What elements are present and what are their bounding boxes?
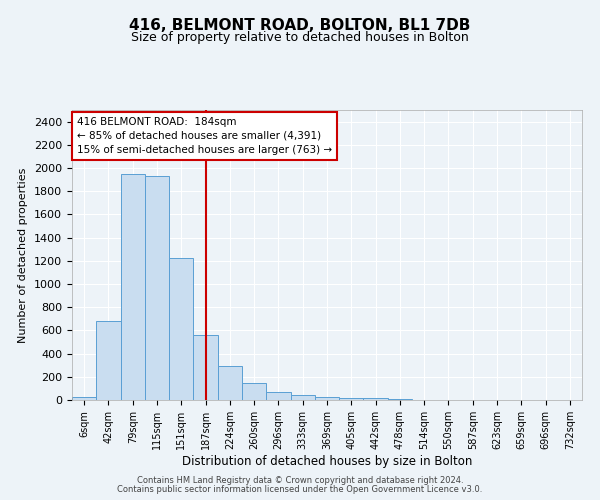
Bar xyxy=(339,398,364,400)
Text: 416 BELMONT ROAD:  184sqm
← 85% of detached houses are smaller (4,391)
15% of se: 416 BELMONT ROAD: 184sqm ← 85% of detach… xyxy=(77,117,332,155)
Bar xyxy=(364,398,388,400)
Bar xyxy=(145,176,169,400)
X-axis label: Distribution of detached houses by size in Bolton: Distribution of detached houses by size … xyxy=(182,454,472,468)
Text: 416, BELMONT ROAD, BOLTON, BL1 7DB: 416, BELMONT ROAD, BOLTON, BL1 7DB xyxy=(130,18,470,32)
Bar xyxy=(290,396,315,400)
Bar xyxy=(388,399,412,400)
Bar xyxy=(193,335,218,400)
Bar xyxy=(218,366,242,400)
Bar xyxy=(315,396,339,400)
Bar xyxy=(121,174,145,400)
Text: Contains public sector information licensed under the Open Government Licence v3: Contains public sector information licen… xyxy=(118,485,482,494)
Bar xyxy=(266,392,290,400)
Bar xyxy=(242,382,266,400)
Bar xyxy=(169,258,193,400)
Bar xyxy=(72,396,96,400)
Text: Contains HM Land Registry data © Crown copyright and database right 2024.: Contains HM Land Registry data © Crown c… xyxy=(137,476,463,485)
Y-axis label: Number of detached properties: Number of detached properties xyxy=(19,168,28,342)
Text: Size of property relative to detached houses in Bolton: Size of property relative to detached ho… xyxy=(131,31,469,44)
Bar xyxy=(96,321,121,400)
